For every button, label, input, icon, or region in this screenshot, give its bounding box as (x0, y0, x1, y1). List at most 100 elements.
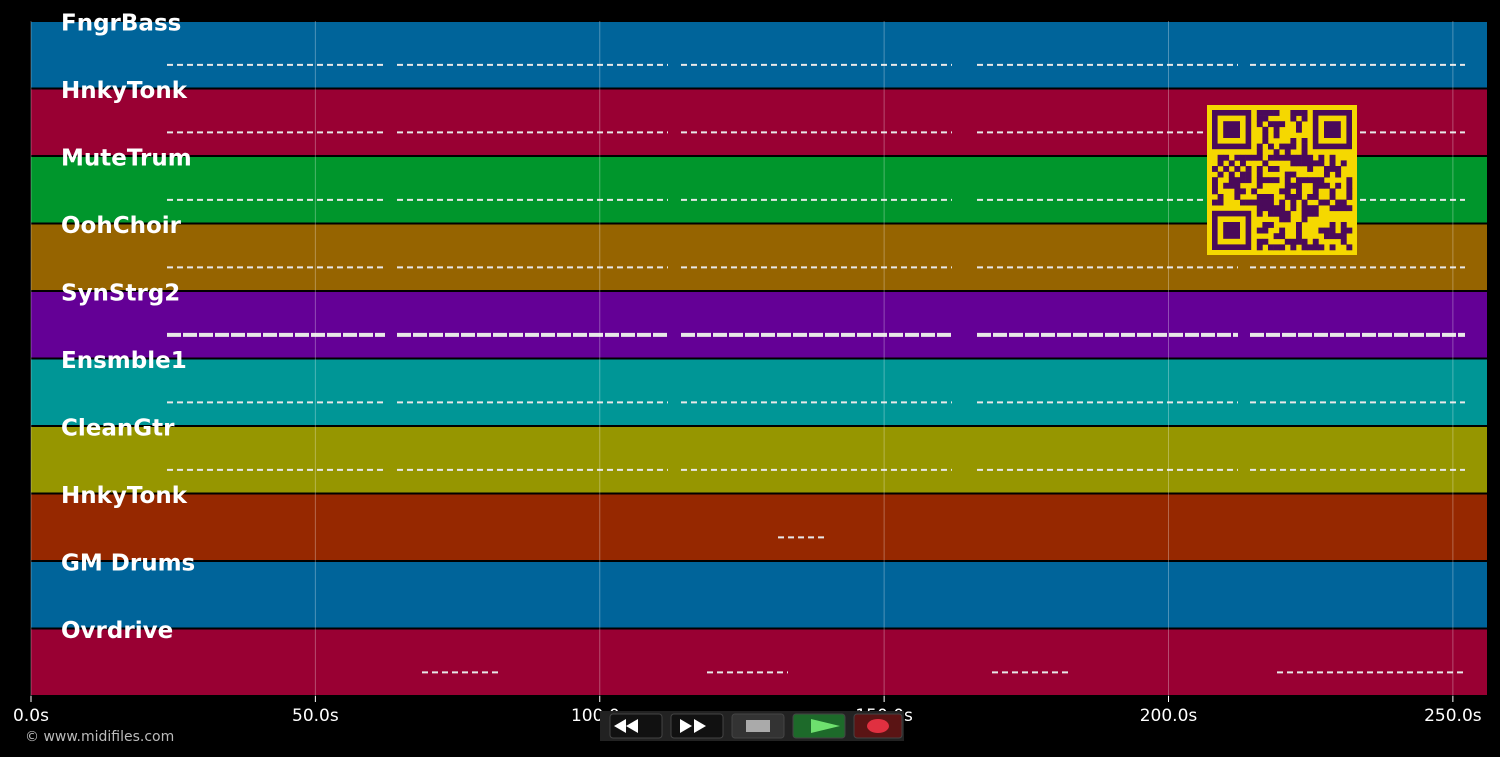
qr-module (1335, 233, 1342, 240)
qr-module (1279, 244, 1286, 251)
qr-module (1273, 154, 1280, 161)
track-name: Ovrdrive (61, 618, 173, 644)
qr-module (1279, 143, 1286, 150)
qr-module (1335, 171, 1342, 178)
qr-module (1256, 166, 1263, 172)
qr-module (1346, 182, 1353, 189)
qr-module (1335, 166, 1342, 172)
qr-module (1279, 205, 1286, 212)
qr-module (1251, 154, 1258, 161)
qr-module (1307, 205, 1314, 212)
track-name: MuteTrum (61, 146, 192, 172)
qr-module (1296, 222, 1302, 228)
qr-module (1301, 177, 1308, 184)
qr-module (1340, 205, 1347, 212)
qr-module (1324, 166, 1330, 172)
qr-module (1212, 182, 1218, 189)
qr-module (1340, 233, 1347, 240)
qr-module (1223, 166, 1230, 172)
qr-module (1296, 121, 1302, 128)
qr-module (1273, 205, 1280, 212)
qr-module (1234, 177, 1241, 184)
qr-module (1262, 110, 1269, 116)
qr-module (1256, 199, 1263, 206)
qr-module (1329, 227, 1336, 234)
qr-module (1217, 154, 1224, 161)
qr-module (1284, 188, 1291, 195)
qr-module (1335, 199, 1342, 206)
qr-module (1279, 188, 1286, 195)
play-button[interactable] (792, 713, 846, 739)
track-name: OohChoir (61, 213, 182, 239)
qr-module (1273, 177, 1280, 184)
qr-module (1240, 177, 1246, 184)
qr-module (1245, 199, 1252, 206)
qr-module (1217, 199, 1224, 206)
qr-module (1228, 160, 1235, 167)
qr-module (1340, 227, 1347, 234)
qr-module (1240, 188, 1246, 195)
qr-module (1335, 205, 1342, 212)
track-lane (31, 562, 1487, 628)
qr-module (1312, 210, 1319, 217)
qr-module (1212, 188, 1218, 195)
qr-module (1329, 222, 1336, 228)
qr-module (1307, 244, 1314, 251)
qr-module (1318, 227, 1325, 234)
qr-module (1312, 160, 1319, 167)
qr-module (1346, 244, 1353, 251)
qr-module (1296, 126, 1302, 133)
qr-module (1296, 154, 1302, 161)
qr-module (1346, 227, 1353, 234)
qr-module (1284, 177, 1291, 184)
qr-module (1212, 166, 1218, 172)
qr-module (1296, 160, 1302, 167)
track-name: HnkyTonk (61, 78, 188, 104)
qr-module (1212, 199, 1218, 206)
qr-module (1296, 182, 1302, 189)
labels: FngrBass HnkyTonk MuteTrum OohChoir SynStrg2… (61, 11, 195, 645)
qr-module (1290, 138, 1297, 144)
qr-module (1301, 205, 1308, 212)
qr-module (1290, 205, 1297, 212)
qr-module (1256, 205, 1263, 212)
qr-module (1273, 233, 1280, 240)
qr-module (1301, 160, 1308, 167)
qr-module (1268, 244, 1274, 251)
qr-module (1290, 110, 1297, 116)
qr-module (1268, 205, 1274, 212)
qr-module (1268, 177, 1274, 184)
qr-module (1307, 154, 1314, 161)
qr-module (1290, 199, 1297, 206)
qr-module (1307, 177, 1314, 184)
qr-module (1284, 194, 1291, 200)
qr-module (1284, 216, 1291, 223)
qr-module (1262, 177, 1269, 184)
qr-module (1284, 238, 1291, 245)
track-name: CleanGtr (61, 416, 175, 442)
qr-module (1262, 194, 1269, 200)
forward-button[interactable] (670, 713, 724, 739)
rewind-button[interactable] (609, 713, 663, 739)
qr-module (1329, 166, 1336, 172)
track-name: GM Drums (61, 551, 195, 577)
qr-module (1217, 160, 1224, 167)
qr-module (1268, 199, 1274, 206)
track-lane (31, 359, 1487, 425)
record-button[interactable] (853, 713, 903, 739)
stop-button[interactable] (731, 713, 785, 739)
qr-module (1284, 143, 1291, 150)
qr-module (1273, 210, 1280, 217)
qr-module (1279, 121, 1286, 128)
qr-module (1217, 194, 1224, 200)
qr-module (1340, 160, 1347, 167)
qr-module (1262, 227, 1269, 234)
qr-module (1262, 138, 1269, 144)
qr-module (1340, 199, 1347, 206)
qr-module (1228, 171, 1235, 178)
track-lane (31, 22, 1487, 88)
qr-module (1284, 182, 1291, 189)
tick-label: 250.0s (1424, 706, 1482, 726)
qr-module (1256, 143, 1263, 150)
tick-label: 0.0s (13, 706, 49, 726)
